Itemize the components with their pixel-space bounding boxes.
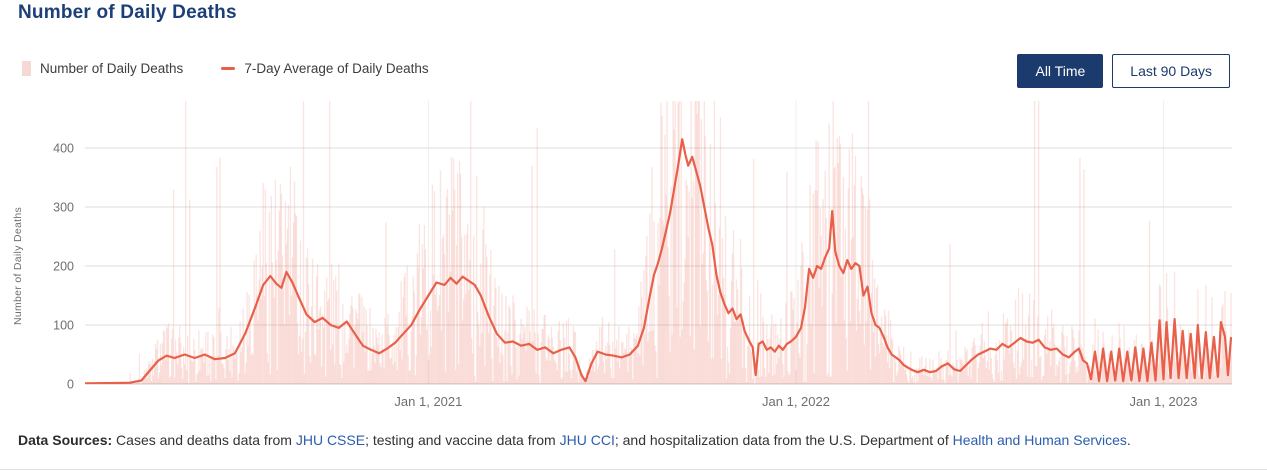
y-tick-label: 100	[53, 319, 74, 333]
data-sources-note: Data Sources: Cases and deaths data from…	[18, 431, 1248, 451]
legend-item-daily-deaths: Number of Daily Deaths	[22, 61, 183, 76]
y-tick-label: 300	[53, 201, 74, 215]
hhs-link[interactable]: Health and Human Services	[952, 432, 1127, 448]
daily-deaths-chart: 0 100 200 300 400 Jan 1, 2021 Jan 1, 2022 Jan 1…	[0, 95, 1267, 420]
y-tick-label: 0	[67, 378, 74, 392]
footer-text-2: ; testing and vaccine data from	[365, 432, 560, 448]
footer-text-1: Cases and deaths data from	[112, 432, 296, 448]
y-tick-label: 200	[53, 260, 74, 274]
all-time-button[interactable]: All Time	[1017, 54, 1104, 88]
legend-label-7day-average: 7-Day Average of Daily Deaths	[244, 61, 429, 76]
bar-swatch-icon	[22, 61, 31, 76]
jhu-cci-link[interactable]: JHU CCI	[559, 432, 615, 448]
x-tick-label: Jan 1, 2023	[1130, 394, 1198, 409]
legend-label-daily-deaths: Number of Daily Deaths	[40, 61, 184, 76]
data-sources-label: Data Sources:	[18, 432, 113, 448]
x-tick-label: Jan 1, 2022	[762, 394, 830, 409]
y-tick-label: 400	[53, 142, 74, 156]
footer-text-3: ; and hospitalization data from the U.S.…	[614, 432, 953, 448]
line-swatch-icon	[221, 66, 236, 71]
avg-line-series	[85, 138, 1232, 384]
footer-text-4: .	[1126, 432, 1131, 448]
y-axis-title: Number of Daily Deaths	[12, 207, 24, 325]
legend-item-7day-average: 7-Day Average of Daily Deaths	[221, 61, 429, 76]
daily-bars-series	[85, 101, 1232, 384]
time-range-toggle: All Time Last 90 Days	[1017, 54, 1230, 88]
x-tick-label: Jan 1, 2021	[394, 394, 462, 409]
last-90-days-button[interactable]: Last 90 Days	[1112, 54, 1230, 88]
page-title: Number of Daily Deaths	[18, 2, 237, 23]
chart-canvas: 0 100 200 300 400 Jan 1, 2021 Jan 1, 2022 Jan 1…	[12, 101, 1232, 409]
jhu-csse-link[interactable]: JHU CSSE	[295, 432, 366, 448]
chart-legend: Number of Daily Deaths 7-Day Average of …	[22, 61, 429, 76]
